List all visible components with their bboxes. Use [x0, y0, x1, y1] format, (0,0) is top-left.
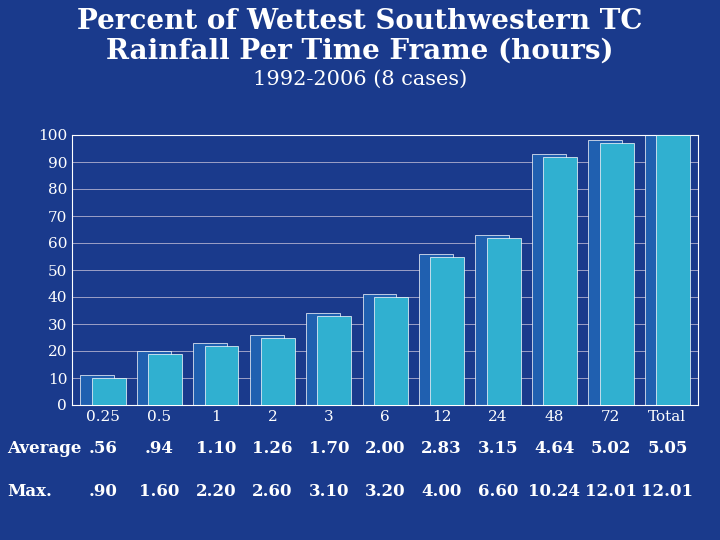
Bar	[250, 335, 284, 405]
Text: 1.26: 1.26	[252, 440, 292, 457]
Text: 2.00: 2.00	[365, 440, 405, 457]
Text: 12.01: 12.01	[642, 483, 693, 500]
Bar	[600, 143, 634, 405]
Text: Max.: Max.	[7, 483, 52, 500]
Text: 3.20: 3.20	[365, 483, 405, 500]
Bar	[204, 346, 238, 405]
Bar	[419, 254, 453, 405]
Text: 3.10: 3.10	[308, 483, 349, 500]
Text: 1.60: 1.60	[139, 483, 180, 500]
Text: Average: Average	[7, 440, 81, 457]
Text: Percent of Wettest Southwestern TC: Percent of Wettest Southwestern TC	[77, 8, 643, 35]
Bar	[194, 343, 228, 405]
Text: 2.20: 2.20	[196, 483, 236, 500]
Bar	[81, 375, 114, 405]
Bar	[431, 256, 464, 405]
Bar	[532, 154, 566, 405]
Bar	[656, 135, 690, 405]
Bar	[306, 313, 340, 405]
Bar	[363, 294, 397, 405]
Text: 2.60: 2.60	[252, 483, 292, 500]
Text: 12.01: 12.01	[585, 483, 637, 500]
Bar	[543, 157, 577, 405]
Bar	[487, 238, 521, 405]
Text: Rainfall Per Time Frame (hours): Rainfall Per Time Frame (hours)	[107, 38, 613, 65]
Text: .94: .94	[145, 440, 174, 457]
Text: 4.64: 4.64	[534, 440, 575, 457]
Text: 1.10: 1.10	[196, 440, 236, 457]
Bar	[137, 351, 171, 405]
Bar	[148, 354, 182, 405]
Text: .56: .56	[89, 440, 117, 457]
Text: 10.24: 10.24	[528, 483, 580, 500]
Bar	[318, 316, 351, 405]
Text: 2.83: 2.83	[421, 440, 462, 457]
Bar	[588, 140, 622, 405]
Text: 5.05: 5.05	[647, 440, 688, 457]
Text: 5.02: 5.02	[590, 440, 631, 457]
Bar	[261, 338, 295, 405]
Bar	[374, 297, 408, 405]
Text: 4.00: 4.00	[421, 483, 462, 500]
Text: 3.15: 3.15	[478, 440, 518, 457]
Bar	[91, 378, 125, 405]
Bar	[475, 235, 509, 405]
Text: .90: .90	[89, 483, 117, 500]
Text: 6.60: 6.60	[478, 483, 518, 500]
Bar	[645, 132, 679, 405]
Text: 1.70: 1.70	[308, 440, 349, 457]
Text: 1992-2006 (8 cases): 1992-2006 (8 cases)	[253, 70, 467, 89]
